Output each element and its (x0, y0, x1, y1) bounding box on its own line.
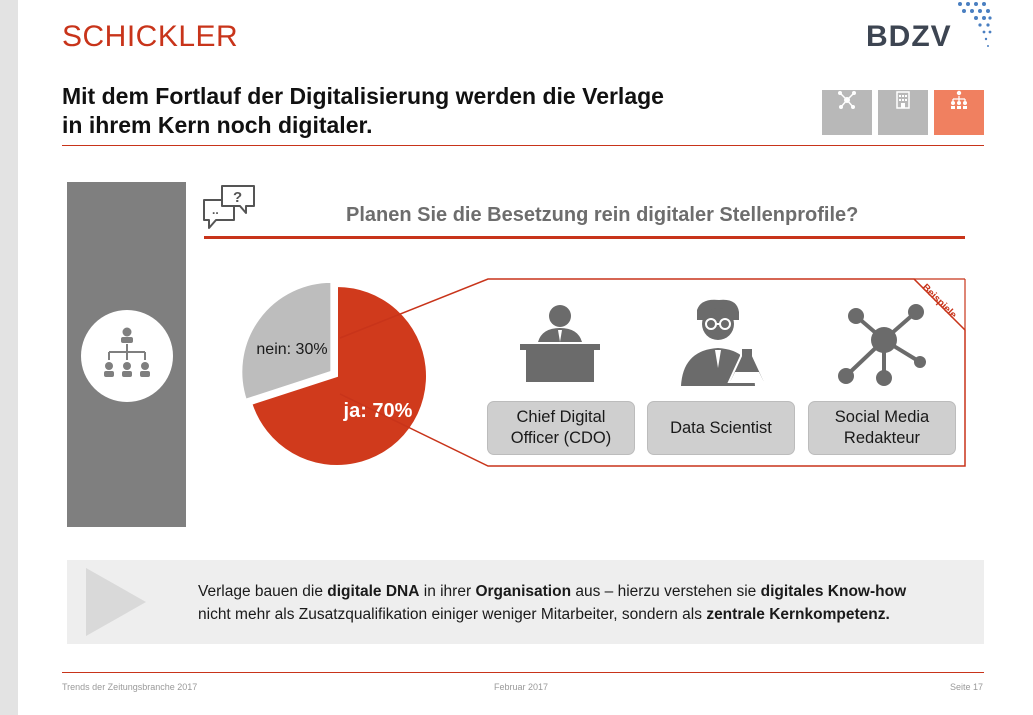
conclusion-banner (67, 560, 984, 644)
survey-question: Planen Sie die Besetzung rein digitaler … (346, 204, 859, 226)
banner-bold-3: digitales Know-how (760, 583, 907, 600)
banner-text-2: in ihrer (419, 583, 476, 600)
social-network-icon (838, 304, 926, 386)
header-rule (62, 145, 984, 146)
speech-bubbles-icon: .. ? (203, 185, 255, 229)
building-icon (896, 91, 910, 109)
banner-text-3: aus – hierzu verstehen sie (571, 583, 761, 600)
role-box-cdo: Chief Digital Officer (CDO) (487, 401, 635, 455)
nav-building-box[interactable] (878, 90, 928, 135)
headline: Mit dem Fortlauf der Digitalisierung wer… (62, 82, 762, 140)
scientist-icon (681, 299, 767, 386)
brand-logo: SCHICKLER (62, 20, 239, 53)
network-icon (838, 91, 856, 109)
org-chart-circle (81, 310, 173, 402)
pie-slice-nein (240, 280, 333, 401)
banner-bold-4: zentrale Kernkompetenz. (706, 606, 890, 623)
bdzv-logo: BDZV (866, 20, 952, 53)
headline-line-2: in ihrem Kern noch digitaler. (62, 112, 373, 138)
play-arrow-icon (86, 568, 146, 636)
executive-desk-icon (520, 305, 600, 382)
nav-network-box[interactable] (822, 90, 872, 135)
pie-label-ja: ja: 70% (343, 400, 413, 422)
left-edge-strip (0, 0, 18, 715)
org-chart-icon (951, 90, 967, 109)
question-rule (204, 236, 965, 239)
footer-date: Februar 2017 (494, 682, 549, 692)
role-social-line-1: Social Media (834, 408, 930, 426)
pie-label-nein: nein: 30% (256, 341, 327, 358)
headline-line-1: Mit dem Fortlauf der Digitalisierung wer… (62, 83, 664, 109)
banner-text-1: Verlage bauen die (198, 583, 328, 600)
banner-bold-2: Organisation (475, 583, 572, 600)
role-box-social-media: Social Media Redakteur (808, 401, 956, 455)
conclusion-text: Verlage bauen die digitale DNA in ihrer … (198, 580, 978, 626)
bdzv-dots-icon (958, 2, 992, 47)
org-hierarchy-icon (104, 327, 150, 377)
role-cdo-line-2: Officer (CDO) (510, 429, 612, 447)
footer-title: Trends der Zeitungsbranche 2017 (62, 682, 198, 692)
role-data-scientist-label: Data Scientist (670, 418, 772, 437)
role-cdo-line-1: Chief Digital (516, 408, 606, 426)
banner-bold-1: digitale DNA (327, 583, 420, 600)
role-social-line-2: Redakteur (843, 429, 921, 447)
footer-rule (62, 672, 984, 673)
svg-text:..: .. (212, 203, 219, 217)
nav-org-chart-box[interactable] (934, 90, 984, 135)
svg-text:?: ? (233, 189, 242, 206)
banner-text-4: nicht mehr als Zusatzqualifikation einig… (198, 606, 707, 623)
footer-page-number: Seite 17 (950, 682, 984, 692)
role-box-data-scientist: Data Scientist (647, 401, 795, 455)
